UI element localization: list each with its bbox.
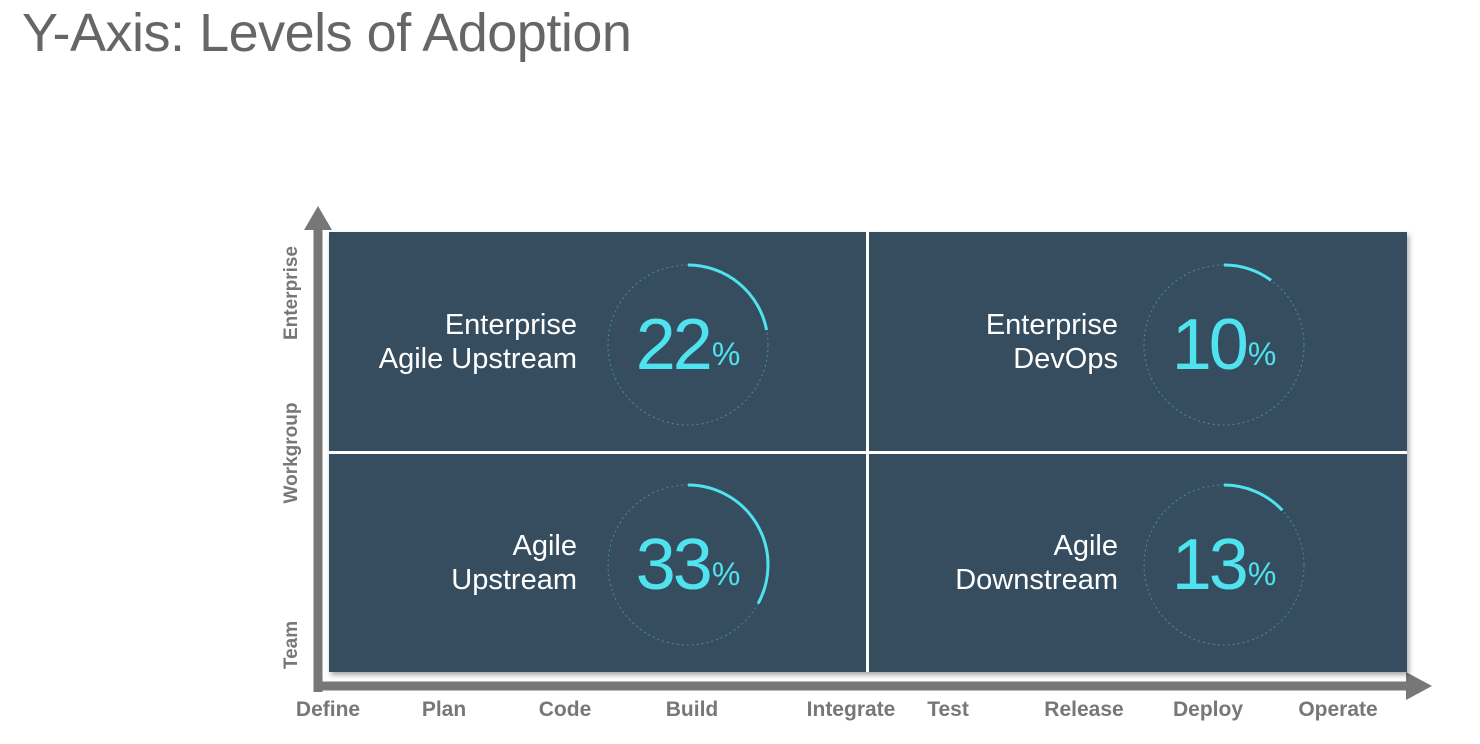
progress-ring-icon — [1143, 483, 1305, 646]
y-axis — [304, 206, 332, 692]
quadrant-agile-upstream: Agile Upstream 33% — [329, 454, 866, 672]
quadrant-label: Agile Downstream — [955, 529, 1118, 597]
x-label-release: Release — [1044, 698, 1124, 721]
percentage-symbol: % — [1247, 335, 1277, 372]
percentage-value: 22% — [605, 262, 771, 428]
quadrant-label: Agile Upstream — [451, 529, 577, 597]
quadrant-label-line2: DevOps — [1013, 342, 1118, 375]
percentage-value: 10% — [1141, 262, 1307, 428]
progress-ring-icon — [607, 263, 769, 426]
adoption-matrix: Enterprise Agile Upstream 22% Enterprise… — [329, 232, 1407, 672]
x-axis-arrowhead-icon — [1406, 672, 1432, 700]
progress-ring-icon — [1143, 263, 1305, 426]
x-label-test: Test — [927, 698, 969, 721]
quadrant-enterprise-devops: Enterprise DevOps 10% — [869, 232, 1407, 451]
quadrant-enterprise-agile-upstream: Enterprise Agile Upstream 22% — [329, 232, 866, 451]
x-label-build: Build — [665, 698, 719, 721]
quadrant-label-line2: Agile Upstream — [378, 342, 577, 375]
percentage-symbol: % — [711, 555, 741, 592]
y-axis-arrowhead-icon — [304, 206, 332, 230]
quadrant-label-line2: Upstream — [451, 564, 577, 596]
y-label-team: Team — [281, 620, 302, 670]
percentage-symbol: % — [711, 335, 741, 372]
x-label-plan: Plan — [421, 698, 467, 721]
x-label-define: Define — [295, 698, 361, 721]
x-label-code: Code — [538, 698, 592, 721]
quadrant-label: Enterprise DevOps — [986, 308, 1118, 376]
y-label-workgroup: Workgroup — [281, 402, 302, 504]
percentage-number: 10 — [1171, 305, 1249, 385]
page-title: Y-Axis: Levels of Adoption — [22, 3, 632, 63]
percentage-number: 33 — [635, 525, 713, 605]
x-label-operate: Operate — [1298, 698, 1378, 721]
x-axis — [314, 672, 1432, 700]
x-label-deploy: Deploy — [1172, 698, 1244, 721]
quadrant-label-line1: Agile — [512, 530, 578, 562]
progress-ring-icon — [607, 483, 770, 646]
quadrant-label-line1: Enterprise — [444, 308, 577, 341]
quadrant-label: Enterprise Agile Upstream — [379, 308, 577, 376]
quadrant-label-line1: Agile — [1053, 530, 1119, 562]
quadrant-agile-downstream: Agile Downstream 13% — [869, 454, 1407, 672]
y-label-enterprise: Enterprise — [281, 246, 302, 340]
quadrant-label-line2: Downstream — [955, 564, 1118, 596]
percentage-value: 13% — [1141, 482, 1307, 648]
x-label-integrate: Integrate — [806, 698, 896, 721]
percentage-value: 33% — [605, 482, 771, 648]
percentage-number: 22 — [635, 305, 713, 385]
quadrant-label-line1: Enterprise — [985, 308, 1118, 341]
percentage-number: 13 — [1171, 525, 1249, 605]
percentage-symbol: % — [1247, 555, 1277, 592]
